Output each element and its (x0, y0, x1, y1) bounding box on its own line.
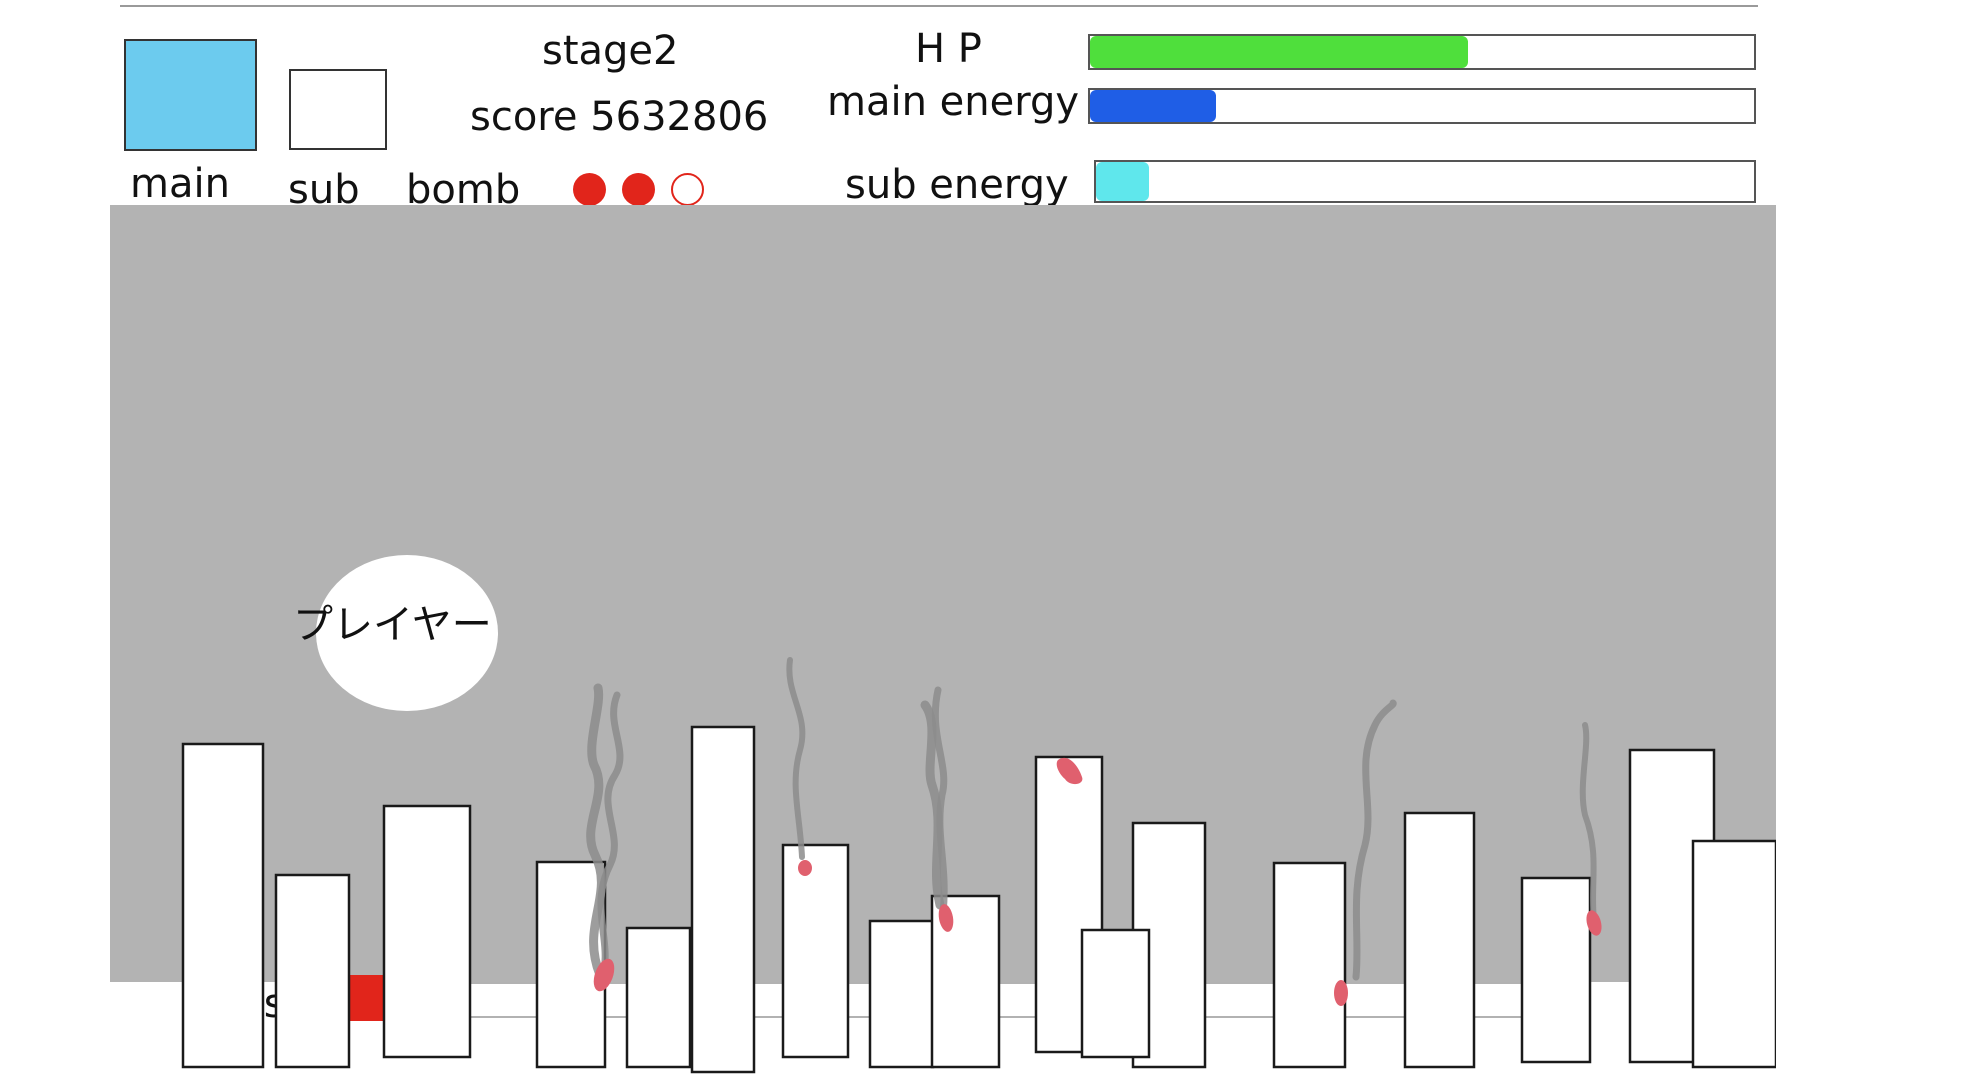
bomb-empty-icon (671, 173, 704, 206)
smoke-trail (597, 691, 624, 976)
main-energy-label: main energy (827, 79, 1080, 125)
building (1272, 861, 1347, 1069)
building (1080, 928, 1151, 1059)
player-label: プレイヤー (293, 602, 492, 648)
hp-label: H P (915, 26, 982, 72)
main-weapon-label: main (130, 161, 230, 207)
smoke-trail (920, 700, 945, 910)
fire (1586, 910, 1602, 936)
building (274, 873, 351, 1069)
sub-weapon-label: sub (288, 167, 360, 213)
sub-energy-label: sub energy (845, 162, 1069, 208)
building (690, 725, 756, 1074)
building (181, 742, 265, 1069)
building (1520, 876, 1592, 1064)
fire (1056, 757, 1083, 785)
building (625, 926, 692, 1069)
smoke-trail (1579, 722, 1597, 923)
sub-weapon-slot (289, 69, 387, 150)
building (382, 804, 472, 1059)
main-energy-gauge (1088, 88, 1756, 124)
hud-top-border (120, 5, 1758, 7)
smoke-trail (586, 683, 606, 980)
sub-energy-gauge (1094, 160, 1756, 203)
field-scene: プレイヤー boss (181, 555, 1776, 1074)
play-field: プレイヤー boss (110, 205, 1776, 1080)
fires (593, 757, 1602, 1006)
fire (798, 860, 812, 876)
building (1403, 811, 1476, 1069)
smoke-trail (1352, 699, 1397, 981)
main-weapon-slot (124, 39, 257, 151)
building (1691, 839, 1776, 1069)
bomb-label: bomb (406, 167, 521, 213)
smoke-trail (786, 657, 806, 860)
fire (938, 904, 954, 932)
bomb-filled-icon (573, 173, 606, 206)
main-energy-gauge-fill (1090, 90, 1217, 122)
stage-indicator: stage2 (542, 28, 679, 74)
fire (593, 958, 615, 992)
player-character (316, 555, 498, 711)
building (868, 919, 935, 1069)
score-display: score 5632806 (470, 94, 769, 140)
sub-energy-gauge-fill (1096, 162, 1149, 201)
hp-gauge (1088, 34, 1756, 70)
fire (1334, 980, 1348, 1006)
hp-gauge-fill (1090, 36, 1469, 68)
bomb-filled-icon (622, 173, 655, 206)
city-buildings (181, 725, 1776, 1074)
smoke-trails (586, 657, 1597, 981)
building (781, 843, 850, 1059)
